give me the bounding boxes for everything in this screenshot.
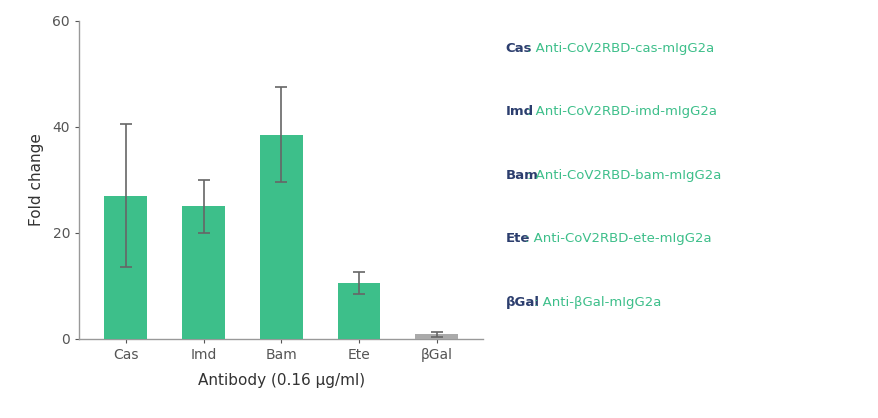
- Bar: [104, 196, 147, 339]
- X-axis label: Antibody (0.16 µg/ml): Antibody (0.16 µg/ml): [198, 373, 364, 388]
- Text: Bam: Bam: [505, 169, 537, 182]
- Bar: [182, 206, 225, 339]
- Bar: [415, 334, 457, 339]
- Bar: [260, 135, 302, 339]
- Text: Ete: Ete: [505, 232, 529, 245]
- Text: Imd: Imd: [505, 105, 533, 118]
- Text: : Anti-CoV2RBD-cas-mIgG2a: : Anti-CoV2RBD-cas-mIgG2a: [526, 42, 713, 55]
- Text: : Anti-βGal-mIgG2a: : Anti-βGal-mIgG2a: [534, 296, 661, 309]
- Bar: [337, 283, 380, 339]
- Text: : Anti-CoV2RBD-imd-mIgG2a: : Anti-CoV2RBD-imd-mIgG2a: [526, 105, 716, 118]
- Y-axis label: Fold change: Fold change: [29, 133, 44, 226]
- Text: βGal: βGal: [505, 296, 539, 309]
- Text: : Anti-CoV2RBD-bam-mIgG2a: : Anti-CoV2RBD-bam-mIgG2a: [527, 169, 721, 182]
- Text: : Anti-CoV2RBD-ete-mIgG2a: : Anti-CoV2RBD-ete-mIgG2a: [524, 232, 710, 245]
- Text: Cas: Cas: [505, 42, 531, 55]
